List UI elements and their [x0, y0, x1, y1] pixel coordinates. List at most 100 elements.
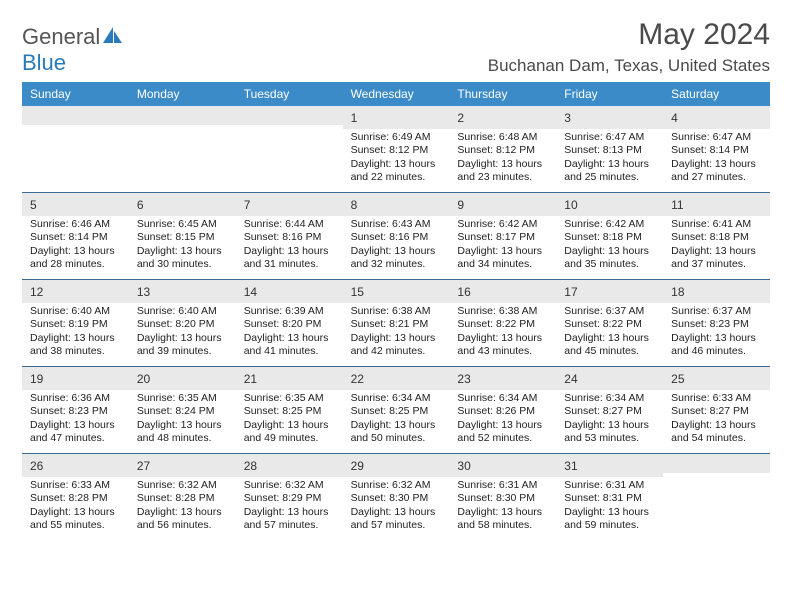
- sunrise-line: Sunrise: 6:31 AM: [457, 479, 548, 492]
- day-body: Sunrise: 6:42 AMSunset: 8:18 PMDaylight:…: [556, 216, 663, 276]
- daynum-row: 28: [236, 454, 343, 477]
- day-body: Sunrise: 6:40 AMSunset: 8:20 PMDaylight:…: [129, 303, 236, 363]
- daynum-row: [236, 106, 343, 125]
- day-cell: 7Sunrise: 6:44 AMSunset: 8:16 PMDaylight…: [236, 193, 343, 279]
- empty-cell: [22, 106, 129, 192]
- dow-monday: Monday: [129, 82, 236, 106]
- title-block: May 2024 Buchanan Dam, Texas, United Sta…: [488, 18, 770, 76]
- daylight-line: Daylight: 13 hours and 56 minutes.: [137, 506, 228, 533]
- week-row: 1Sunrise: 6:49 AMSunset: 8:12 PMDaylight…: [22, 106, 770, 193]
- daynum-row: 4: [663, 106, 770, 129]
- day-number: 6: [137, 198, 144, 212]
- daynum-row: 12: [22, 280, 129, 303]
- sunrise-line: Sunrise: 6:34 AM: [457, 392, 548, 405]
- day-body: Sunrise: 6:42 AMSunset: 8:17 PMDaylight:…: [449, 216, 556, 276]
- dow-thursday: Thursday: [449, 82, 556, 106]
- day-body: Sunrise: 6:40 AMSunset: 8:19 PMDaylight:…: [22, 303, 129, 363]
- week-row: 19Sunrise: 6:36 AMSunset: 8:23 PMDayligh…: [22, 367, 770, 454]
- sunrise-line: Sunrise: 6:38 AM: [351, 305, 442, 318]
- day-cell: 1Sunrise: 6:49 AMSunset: 8:12 PMDaylight…: [343, 106, 450, 192]
- daylight-line: Daylight: 13 hours and 22 minutes.: [351, 158, 442, 185]
- day-cell: 21Sunrise: 6:35 AMSunset: 8:25 PMDayligh…: [236, 367, 343, 453]
- sunset-line: Sunset: 8:30 PM: [351, 492, 442, 505]
- sunrise-line: Sunrise: 6:41 AM: [671, 218, 762, 231]
- daynum-row: 8: [343, 193, 450, 216]
- day-cell: 16Sunrise: 6:38 AMSunset: 8:22 PMDayligh…: [449, 280, 556, 366]
- day-body: Sunrise: 6:31 AMSunset: 8:30 PMDaylight:…: [449, 477, 556, 537]
- daynum-row: 17: [556, 280, 663, 303]
- sunset-line: Sunset: 8:15 PM: [137, 231, 228, 244]
- daylight-line: Daylight: 13 hours and 58 minutes.: [457, 506, 548, 533]
- daylight-line: Daylight: 13 hours and 48 minutes.: [137, 419, 228, 446]
- day-body: Sunrise: 6:41 AMSunset: 8:18 PMDaylight:…: [663, 216, 770, 276]
- day-number: 30: [457, 459, 470, 473]
- day-body: Sunrise: 6:35 AMSunset: 8:25 PMDaylight:…: [236, 390, 343, 450]
- sunset-line: Sunset: 8:18 PM: [564, 231, 655, 244]
- daynum-row: 23: [449, 367, 556, 390]
- logo-text: General Blue: [22, 24, 124, 76]
- sunrise-line: Sunrise: 6:32 AM: [351, 479, 442, 492]
- sunset-line: Sunset: 8:12 PM: [351, 144, 442, 157]
- daynum-row: 20: [129, 367, 236, 390]
- sunrise-line: Sunrise: 6:31 AM: [564, 479, 655, 492]
- week-row: 26Sunrise: 6:33 AMSunset: 8:28 PMDayligh…: [22, 454, 770, 540]
- daynum-row: 2: [449, 106, 556, 129]
- day-number: 25: [671, 372, 684, 386]
- sunset-line: Sunset: 8:25 PM: [244, 405, 335, 418]
- logo: General Blue: [22, 24, 124, 76]
- day-body: Sunrise: 6:38 AMSunset: 8:22 PMDaylight:…: [449, 303, 556, 363]
- daynum-row: 22: [343, 367, 450, 390]
- day-cell: 25Sunrise: 6:33 AMSunset: 8:27 PMDayligh…: [663, 367, 770, 453]
- day-cell: 26Sunrise: 6:33 AMSunset: 8:28 PMDayligh…: [22, 454, 129, 540]
- daynum-row: 13: [129, 280, 236, 303]
- day-number: 3: [564, 111, 571, 125]
- day-number: 15: [351, 285, 364, 299]
- day-body: Sunrise: 6:44 AMSunset: 8:16 PMDaylight:…: [236, 216, 343, 276]
- sunset-line: Sunset: 8:14 PM: [30, 231, 121, 244]
- daylight-line: Daylight: 13 hours and 49 minutes.: [244, 419, 335, 446]
- daylight-line: Daylight: 13 hours and 37 minutes.: [671, 245, 762, 272]
- day-number: 23: [457, 372, 470, 386]
- sunset-line: Sunset: 8:20 PM: [137, 318, 228, 331]
- sunrise-line: Sunrise: 6:33 AM: [30, 479, 121, 492]
- sunrise-line: Sunrise: 6:35 AM: [244, 392, 335, 405]
- logo-text-blue: Blue: [22, 50, 66, 75]
- sunrise-line: Sunrise: 6:49 AM: [351, 131, 442, 144]
- daynum-row: [129, 106, 236, 125]
- sunset-line: Sunset: 8:17 PM: [457, 231, 548, 244]
- daylight-line: Daylight: 13 hours and 32 minutes.: [351, 245, 442, 272]
- sunrise-line: Sunrise: 6:36 AM: [30, 392, 121, 405]
- header: General Blue May 2024 Buchanan Dam, Texa…: [22, 18, 770, 76]
- empty-cell: [236, 106, 343, 192]
- daynum-row: 25: [663, 367, 770, 390]
- month-title: May 2024: [488, 18, 770, 52]
- daynum-row: [663, 454, 770, 473]
- day-number: 24: [564, 372, 577, 386]
- sunset-line: Sunset: 8:16 PM: [351, 231, 442, 244]
- sunrise-line: Sunrise: 6:47 AM: [671, 131, 762, 144]
- day-body: Sunrise: 6:37 AMSunset: 8:22 PMDaylight:…: [556, 303, 663, 363]
- day-cell: 8 Sunrise: 6:43 AMSunset: 8:16 PMDaylight…: [343, 193, 450, 279]
- sunrise-line: Sunrise: 6:33 AM: [671, 392, 762, 405]
- sunset-line: Sunset: 8:27 PM: [564, 405, 655, 418]
- day-cell: 4Sunrise: 6:47 AMSunset: 8:14 PMDaylight…: [663, 106, 770, 192]
- day-cell: 24Sunrise: 6:34 AMSunset: 8:27 PMDayligh…: [556, 367, 663, 453]
- day-number: 11: [671, 198, 683, 212]
- day-body: Sunrise: 6:46 AMSunset: 8:14 PMDaylight:…: [22, 216, 129, 276]
- day-number: 19: [30, 372, 43, 386]
- day-cell: 28Sunrise: 6:32 AMSunset: 8:29 PMDayligh…: [236, 454, 343, 540]
- daylight-line: Daylight: 13 hours and 41 minutes.: [244, 332, 335, 359]
- day-body: Sunrise: 6:32 AMSunset: 8:30 PMDaylight:…: [343, 477, 450, 537]
- day-number: 10: [564, 198, 577, 212]
- calendar: SundayMondayTuesdayWednesdayThursdayFrid…: [22, 82, 770, 540]
- sunset-line: Sunset: 8:23 PM: [671, 318, 762, 331]
- location: Buchanan Dam, Texas, United States: [488, 56, 770, 76]
- day-cell: 29Sunrise: 6:32 AMSunset: 8:30 PMDayligh…: [343, 454, 450, 540]
- sunrise-line: Sunrise: 6:43 AM: [351, 218, 442, 231]
- day-body: Sunrise: 6:34 AMSunset: 8:26 PMDaylight:…: [449, 390, 556, 450]
- day-cell: 10 Sunrise: 6:42 AMSunset: 8:18 PMDayligh…: [556, 193, 663, 279]
- sunrise-line: Sunrise: 6:38 AM: [457, 305, 548, 318]
- sunset-line: Sunset: 8:22 PM: [457, 318, 548, 331]
- day-cell: 27Sunrise: 6:32 AMSunset: 8:28 PMDayligh…: [129, 454, 236, 540]
- daynum-row: 5: [22, 193, 129, 216]
